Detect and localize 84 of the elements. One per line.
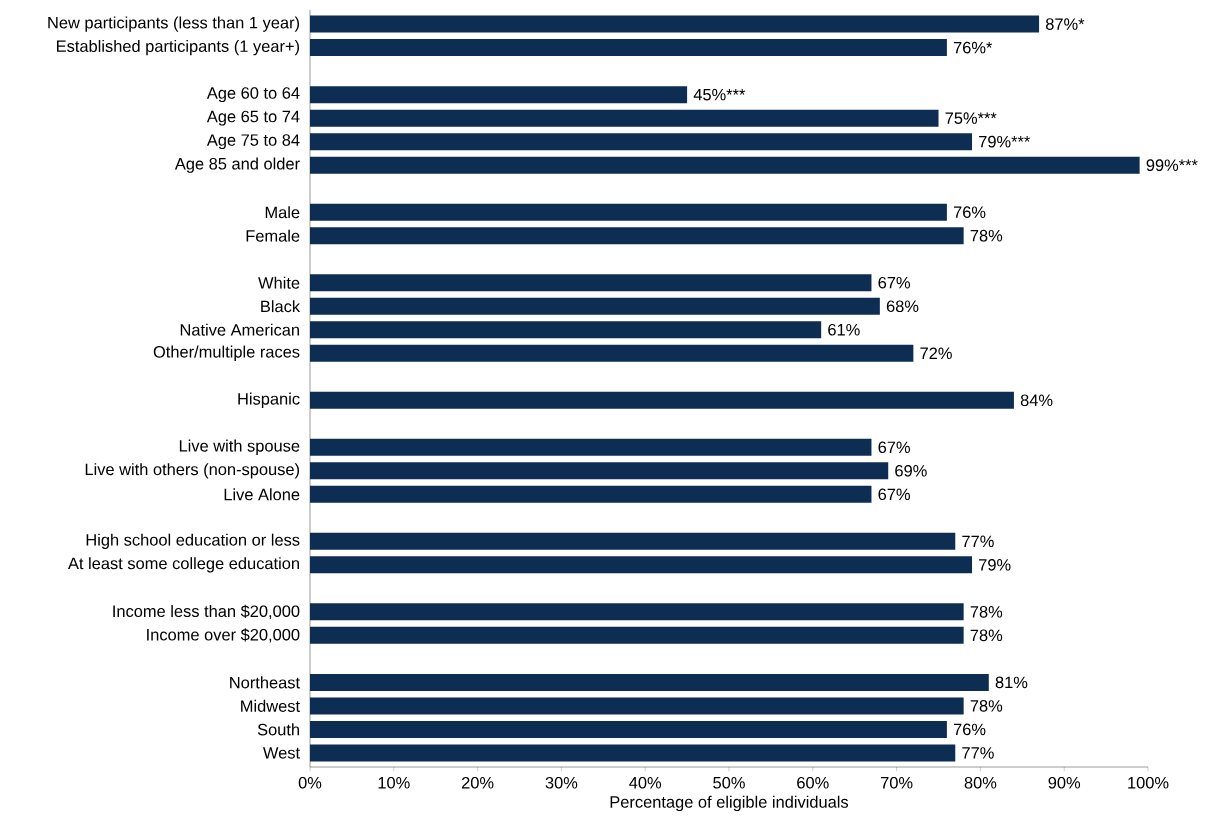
data-label: 78% bbox=[970, 700, 1003, 712]
bar bbox=[310, 485, 872, 503]
y-tick-label: Other/multiple races bbox=[153, 345, 300, 361]
data-label: 78% bbox=[970, 606, 1003, 618]
bar bbox=[310, 274, 872, 292]
data-label: 75%*** bbox=[945, 112, 997, 124]
bar bbox=[310, 603, 964, 621]
y-tick-label: Established participants (1 year+) bbox=[57, 39, 300, 56]
data-label: 68% bbox=[886, 300, 919, 313]
data-label: 79% bbox=[979, 559, 1011, 571]
y-tick-label: Age 85 and older bbox=[174, 157, 300, 173]
bar bbox=[310, 391, 1014, 409]
data-label: 45%*** bbox=[693, 88, 746, 101]
bar bbox=[310, 556, 973, 574]
y-tick-label: High school education or less bbox=[86, 533, 300, 549]
data-label: 67% bbox=[878, 488, 910, 501]
bar bbox=[310, 203, 947, 221]
y-tick-label: Age 60 to 64 bbox=[206, 87, 300, 103]
bar bbox=[310, 227, 964, 245]
bar bbox=[310, 462, 889, 480]
bar bbox=[310, 321, 822, 339]
data-label: 99%*** bbox=[1146, 159, 1198, 171]
bar bbox=[310, 532, 956, 550]
y-tick-label: Age 75 to 84 bbox=[206, 134, 300, 150]
y-tick-label: Male bbox=[265, 206, 300, 219]
bar bbox=[310, 133, 973, 151]
data-label: 84% bbox=[1020, 394, 1053, 407]
x-tick-label: 20% bbox=[461, 776, 494, 789]
bar bbox=[310, 344, 914, 362]
x-tick-label: 90% bbox=[1048, 776, 1081, 789]
data-label: 76% bbox=[953, 723, 986, 736]
data-label: 78% bbox=[970, 629, 1003, 642]
y-tick-label: Live with others (non-spouse) bbox=[85, 463, 300, 479]
bar bbox=[310, 697, 964, 715]
bar bbox=[310, 673, 989, 691]
y-tick-label: Income over $20,000 bbox=[147, 628, 300, 643]
data-label: 77% bbox=[962, 747, 994, 759]
y-tick-label: At least some college education bbox=[68, 557, 299, 573]
data-label: 72% bbox=[920, 347, 952, 360]
data-label: 78% bbox=[970, 229, 1003, 242]
bar bbox=[310, 720, 947, 738]
y-tick-label: Female bbox=[246, 229, 300, 242]
y-tick-label: Midwest bbox=[241, 699, 300, 712]
data-label: 79%*** bbox=[979, 135, 1031, 148]
data-label: 76%* bbox=[953, 41, 993, 54]
data-label: 81% bbox=[995, 676, 1028, 689]
x-tick-label: 70% bbox=[881, 776, 913, 789]
bar bbox=[310, 86, 688, 104]
data-label: 76% bbox=[953, 206, 986, 218]
bar bbox=[310, 15, 1040, 33]
x-tick-label: 0% bbox=[298, 776, 322, 789]
x-tick-label: 40% bbox=[629, 776, 662, 789]
y-tick-label: Black bbox=[261, 300, 301, 313]
x-tick-label: 50% bbox=[713, 776, 745, 789]
x-tick-label: 80% bbox=[964, 776, 997, 789]
y-tick-label: Northeast bbox=[230, 676, 300, 689]
y-tick-label: Live Alone bbox=[224, 488, 300, 501]
bar bbox=[310, 626, 964, 644]
y-tick-label: Hispanic bbox=[238, 392, 300, 408]
y-tick-label: Live with spouse bbox=[179, 439, 300, 455]
data-label: 69% bbox=[895, 464, 927, 477]
y-tick-label: Income less than $20,000 bbox=[113, 604, 300, 619]
x-tick-label: 60% bbox=[797, 776, 829, 789]
bar bbox=[310, 109, 939, 127]
data-label: 67% bbox=[878, 276, 910, 289]
x-axis-title: Percentage of eligible individuals bbox=[610, 795, 849, 812]
data-label: 67% bbox=[878, 441, 910, 454]
y-tick-label: West bbox=[263, 747, 300, 759]
x-tick-label: 100% bbox=[1128, 776, 1169, 789]
y-tick-label: Age 65 to 74 bbox=[206, 110, 300, 126]
bar bbox=[310, 744, 956, 762]
x-tick-label: 10% bbox=[378, 776, 410, 789]
y-tick-label: Native American bbox=[180, 323, 299, 336]
data-label: 77% bbox=[962, 535, 994, 548]
bar bbox=[310, 438, 872, 456]
y-tick-label: New participants (less than 1 year) bbox=[48, 16, 300, 32]
data-label: 61% bbox=[828, 323, 860, 336]
data-label: 87%* bbox=[1045, 18, 1085, 30]
bar bbox=[310, 156, 1140, 174]
bar bbox=[310, 297, 880, 315]
y-tick-label: White bbox=[258, 276, 300, 289]
bar bbox=[310, 39, 947, 57]
x-tick-label: 30% bbox=[545, 776, 578, 789]
y-tick-label: South bbox=[257, 723, 300, 736]
